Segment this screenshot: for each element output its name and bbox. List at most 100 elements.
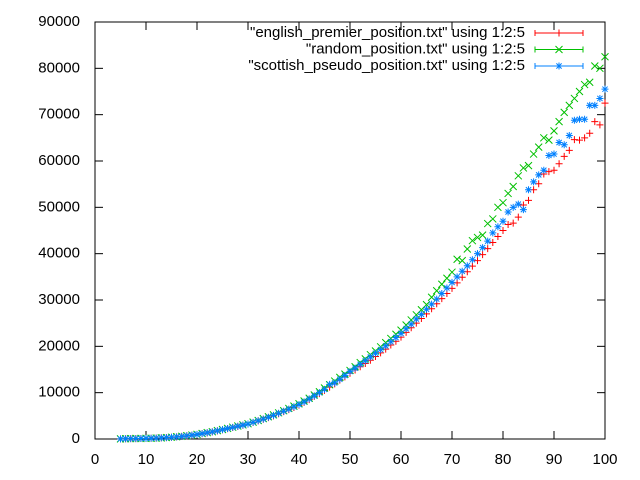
point bbox=[275, 409, 283, 417]
x-tick-label: 10 bbox=[138, 451, 155, 468]
x-tick-label: 100 bbox=[592, 451, 617, 468]
point bbox=[264, 413, 272, 421]
point bbox=[137, 434, 145, 442]
point bbox=[361, 357, 369, 365]
point bbox=[474, 250, 481, 258]
point bbox=[443, 284, 451, 292]
x-tick-label: 70 bbox=[444, 451, 461, 468]
point bbox=[305, 395, 313, 403]
point bbox=[514, 213, 522, 221]
point bbox=[254, 417, 262, 425]
point bbox=[428, 300, 436, 308]
point bbox=[576, 115, 583, 123]
point bbox=[590, 62, 599, 70]
point bbox=[122, 435, 130, 443]
point bbox=[392, 334, 400, 342]
point bbox=[474, 257, 481, 265]
point bbox=[310, 392, 318, 400]
point bbox=[208, 428, 216, 436]
point bbox=[173, 433, 181, 441]
point bbox=[463, 262, 471, 270]
point bbox=[509, 203, 517, 211]
point bbox=[545, 151, 553, 159]
point bbox=[387, 338, 395, 346]
point bbox=[224, 425, 232, 433]
point bbox=[315, 389, 323, 397]
point bbox=[157, 434, 165, 442]
point bbox=[489, 229, 497, 237]
point bbox=[234, 422, 242, 430]
y-tick-label: 90000 bbox=[38, 13, 80, 30]
point bbox=[366, 353, 374, 361]
point bbox=[581, 134, 589, 142]
point bbox=[565, 101, 574, 110]
point bbox=[453, 255, 461, 264]
point bbox=[321, 385, 328, 393]
legend-label: "random_position.txt" using 1:2:5 bbox=[306, 40, 525, 57]
point bbox=[494, 233, 502, 241]
point bbox=[280, 407, 288, 415]
point bbox=[550, 127, 558, 135]
point bbox=[438, 290, 446, 298]
point bbox=[479, 251, 487, 259]
point bbox=[295, 400, 303, 408]
point bbox=[499, 198, 507, 207]
point bbox=[193, 430, 201, 438]
point bbox=[178, 432, 186, 440]
point bbox=[162, 434, 170, 442]
point bbox=[596, 64, 604, 73]
x-tick-label: 40 bbox=[291, 451, 308, 468]
point bbox=[565, 146, 573, 154]
point bbox=[463, 245, 472, 253]
point bbox=[407, 320, 415, 328]
point bbox=[132, 435, 140, 443]
y-tick-label: 60000 bbox=[38, 152, 80, 169]
point bbox=[239, 421, 247, 429]
point bbox=[514, 171, 523, 180]
point bbox=[336, 375, 344, 383]
point bbox=[535, 171, 543, 179]
point bbox=[560, 141, 568, 149]
point bbox=[529, 150, 538, 158]
point bbox=[448, 278, 456, 286]
point bbox=[397, 329, 405, 337]
point bbox=[423, 305, 430, 313]
point bbox=[453, 273, 461, 281]
point bbox=[188, 431, 196, 439]
point bbox=[570, 116, 578, 124]
point bbox=[575, 87, 584, 96]
point bbox=[581, 115, 589, 123]
point bbox=[586, 129, 594, 137]
point bbox=[585, 78, 594, 87]
point bbox=[458, 267, 466, 275]
point bbox=[576, 136, 583, 144]
point bbox=[534, 143, 543, 151]
point bbox=[427, 293, 436, 302]
y-tick-label: 30000 bbox=[38, 291, 80, 308]
x-tick-label: 50 bbox=[342, 451, 359, 468]
point bbox=[535, 180, 543, 188]
point bbox=[489, 239, 497, 247]
point bbox=[147, 434, 155, 442]
point bbox=[509, 182, 518, 191]
point bbox=[478, 231, 487, 239]
point bbox=[488, 215, 497, 223]
point bbox=[433, 295, 441, 303]
point bbox=[300, 398, 308, 406]
point bbox=[540, 166, 548, 174]
point bbox=[326, 380, 334, 388]
x-tick-label: 90 bbox=[546, 451, 563, 468]
point bbox=[586, 101, 594, 109]
legend-marker bbox=[555, 62, 563, 70]
point bbox=[127, 435, 135, 443]
point bbox=[341, 372, 349, 380]
point bbox=[565, 132, 573, 140]
point bbox=[545, 136, 553, 145]
point bbox=[198, 430, 206, 438]
point bbox=[519, 164, 528, 172]
point bbox=[601, 85, 609, 93]
point bbox=[183, 432, 191, 440]
point bbox=[560, 152, 568, 160]
point bbox=[601, 99, 609, 107]
point bbox=[168, 433, 175, 441]
